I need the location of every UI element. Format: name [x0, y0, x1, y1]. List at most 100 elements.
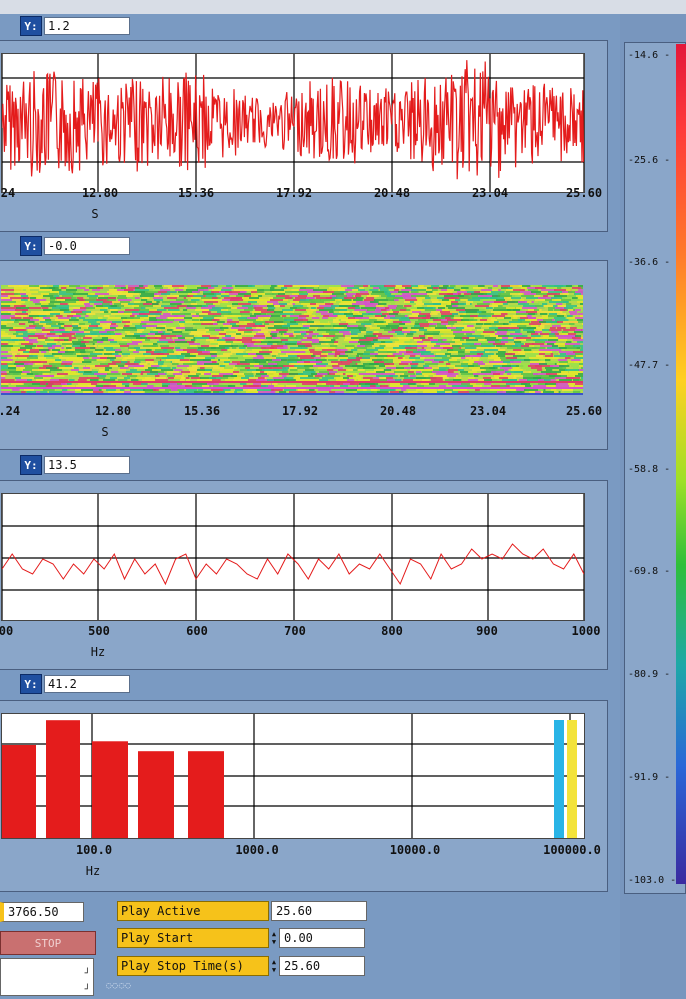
spectrogram-cell [50, 369, 63, 371]
spectrogram-cell [573, 349, 580, 351]
spectrogram-cell [1, 357, 8, 359]
spectrogram-cell [559, 379, 572, 381]
spectrogram-cell [440, 337, 460, 339]
spectrogram-cell [576, 355, 583, 357]
spectrogram-plot[interactable] [1, 273, 583, 399]
spectrogram-cell [172, 331, 184, 333]
spectrogram-cell [203, 309, 212, 311]
spectrogram-cell [61, 383, 70, 385]
spectrogram-cell [353, 315, 369, 317]
spectrogram-cell [206, 349, 226, 351]
spectrogram-cell [105, 369, 110, 371]
spectrogram-cell [448, 369, 461, 371]
spectrogram-cell [141, 293, 157, 295]
spectrogram-cell [228, 313, 243, 315]
spectrogram-cell [509, 305, 526, 307]
spectrogram-cell [111, 323, 117, 325]
spectrogram-cell [554, 285, 575, 287]
spectrogram-cell [396, 365, 417, 367]
spectrogram-cell [551, 389, 557, 391]
play-stop-spinner-icon[interactable]: ▲ ▼ [271, 958, 277, 974]
spectrogram-cell [54, 295, 60, 297]
spectrogram-cell [1, 385, 9, 387]
spectrogram-cell [535, 299, 550, 301]
spectrogram-band [1, 387, 583, 389]
spectrogram-cell [276, 295, 290, 297]
y-cursor-button[interactable]: Y: [20, 236, 42, 256]
play-start-spinner-icon[interactable]: ▲ ▼ [271, 930, 277, 946]
spectrogram-cell [212, 369, 230, 371]
spectrogram-cell [272, 337, 281, 339]
y-cursor-value[interactable]: -0.0 [44, 237, 130, 255]
spectrum-plot[interactable] [1, 493, 585, 621]
spectrogram-cell [577, 341, 583, 343]
spectrogram-cell [41, 351, 47, 353]
spectrogram-cell [89, 297, 97, 299]
octave-plot[interactable] [1, 713, 585, 839]
spectrogram-cell [580, 303, 583, 305]
y-cursor-field-3[interactable]: Y: 13.5 [20, 455, 130, 475]
waveform-plot[interactable] [1, 53, 585, 193]
spectrogram-cell [208, 313, 222, 315]
spectrogram-cell [95, 293, 112, 295]
spectrogram-cell [27, 291, 47, 293]
y-cursor-field-2[interactable]: Y: -0.0 [20, 236, 130, 256]
spectrogram-cell [481, 333, 497, 335]
y-cursor-value[interactable]: 13.5 [44, 456, 130, 474]
spectrogram-cell [453, 349, 466, 351]
stop-button[interactable]: STOP [0, 931, 96, 955]
spectrogram-cell [255, 309, 271, 311]
spectrogram-cell [453, 333, 464, 335]
spectrogram-cell [377, 391, 389, 393]
value-field[interactable]: 3766.50 [0, 902, 84, 922]
spectrogram-cell [545, 353, 551, 355]
y-cursor-button[interactable]: Y: [20, 16, 42, 36]
spectrogram-cell [311, 355, 316, 357]
spectrogram-cell [549, 301, 568, 303]
spectrogram-cell [468, 371, 477, 373]
y-cursor-button[interactable]: Y: [20, 674, 42, 694]
spectrogram-cell [364, 303, 381, 305]
spectrogram-cell [97, 375, 107, 377]
spectrogram-cell [46, 323, 57, 325]
spectrogram-cell [510, 359, 531, 361]
spectrogram-cell [191, 339, 196, 341]
y-cursor-field-4[interactable]: Y: 41.2 [20, 674, 130, 694]
spectrogram-cell [368, 313, 373, 315]
play-start-value[interactable]: 0.00 [279, 928, 365, 948]
spectrogram-cell [509, 321, 522, 323]
spectrogram-cell [555, 319, 569, 321]
spectrogram-cell [152, 301, 157, 303]
spectrogram-cell [503, 323, 509, 325]
spectrogram-cell [1, 371, 7, 373]
spectrogram-cell [460, 315, 478, 317]
spectrogram-cell [76, 353, 81, 355]
y-cursor-value[interactable]: 1.2 [44, 17, 130, 35]
spectrogram-cell [575, 385, 583, 387]
y-cursor-value[interactable]: 41.2 [44, 675, 130, 693]
play-active-value[interactable]: 25.60 [271, 901, 367, 921]
spectrogram-cell [335, 353, 341, 355]
spectrogram-cell [62, 355, 80, 357]
spectrogram-cell [287, 383, 300, 385]
spectrogram-cell [365, 369, 376, 371]
resize-box[interactable]: ┘ ┘ [0, 958, 94, 996]
spectrogram-cell [88, 355, 99, 357]
spectrogram-cell [154, 323, 174, 325]
spectrogram-cell [166, 325, 181, 327]
spectrogram-cell [575, 317, 583, 319]
spectrogram-cell [419, 335, 426, 337]
spectrogram-cell [410, 375, 416, 377]
spectrogram-cell [1, 361, 13, 363]
spectrogram-cell [38, 337, 48, 339]
y-cursor-button[interactable]: Y: [20, 455, 42, 475]
spectrogram-cell [507, 363, 512, 365]
y-cursor-field-1[interactable]: Y: 1.2 [20, 16, 130, 36]
play-stop-value[interactable]: 25.60 [279, 956, 365, 976]
spectrogram-cell [466, 339, 479, 341]
octave-bar [138, 751, 174, 838]
spectrogram-cell [317, 383, 335, 385]
spectrogram-cell [238, 303, 255, 305]
spectrogram-cell [388, 331, 398, 333]
spectrogram-cell [58, 323, 65, 325]
